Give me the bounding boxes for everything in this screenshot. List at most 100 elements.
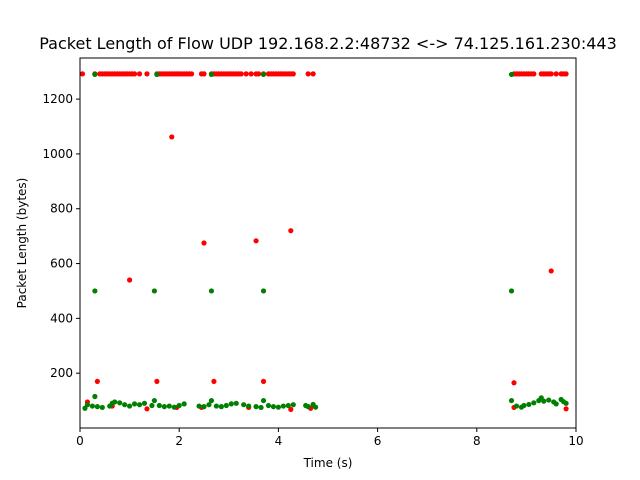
- x-tick-label: 2: [175, 434, 183, 448]
- data-point: [211, 378, 217, 385]
- data-point: [553, 71, 559, 77]
- data-point: [92, 288, 98, 294]
- data-point: [218, 404, 224, 410]
- data-point: [285, 402, 291, 409]
- data-point: [508, 288, 515, 294]
- data-point: [546, 397, 552, 403]
- data-point: [288, 228, 294, 234]
- data-point: [511, 380, 517, 386]
- data-point: [223, 402, 229, 409]
- data-point: [246, 403, 252, 409]
- data-point: [144, 71, 150, 77]
- data-point: [189, 71, 195, 77]
- data-point: [151, 288, 157, 294]
- y-axis-label: Packet Length (bytes): [15, 178, 29, 309]
- data-point: [228, 401, 234, 407]
- data-point: [84, 402, 91, 408]
- data-points: [80, 71, 569, 412]
- data-point: [196, 403, 202, 409]
- data-point: [563, 406, 569, 412]
- data-point: [531, 400, 537, 406]
- data-point: [531, 71, 537, 77]
- data-point: [253, 404, 259, 410]
- data-point: [265, 402, 272, 409]
- data-point: [92, 71, 98, 78]
- data-point: [253, 238, 259, 244]
- data-point: [288, 406, 294, 412]
- data-point: [521, 402, 527, 409]
- data-point: [508, 397, 515, 404]
- data-point: [243, 71, 249, 77]
- data-point: [201, 404, 207, 410]
- data-point: [149, 402, 155, 409]
- data-point: [136, 71, 143, 77]
- data-point: [112, 399, 118, 405]
- data-point: [526, 401, 532, 408]
- data-point: [131, 71, 138, 77]
- y-tick-label: 1000: [42, 147, 73, 161]
- data-point: [208, 397, 215, 404]
- data-point: [313, 404, 319, 410]
- data-point: [92, 393, 98, 400]
- data-point: [563, 71, 569, 77]
- data-point: [275, 404, 281, 410]
- data-point: [238, 71, 244, 77]
- data-point: [99, 404, 105, 411]
- data-point: [131, 401, 138, 407]
- data-point: [553, 401, 559, 407]
- data-point: [154, 71, 160, 78]
- data-point: [169, 134, 175, 140]
- data-point: [563, 400, 569, 406]
- data-point: [122, 402, 128, 408]
- data-point: [151, 397, 157, 404]
- x-axis-label: Time (s): [303, 456, 353, 470]
- chart-title: Packet Length of Flow UDP 192.168.2.2:48…: [39, 34, 617, 53]
- data-point: [260, 397, 267, 404]
- data-point: [161, 404, 167, 410]
- y-tick-label: 1200: [42, 92, 73, 106]
- data-point: [154, 378, 160, 385]
- data-point: [156, 402, 162, 409]
- data-point: [144, 406, 150, 412]
- data-point: [290, 71, 296, 77]
- y-tick-label: 400: [50, 311, 73, 325]
- data-point: [94, 404, 100, 410]
- data-point: [166, 403, 172, 409]
- data-point: [260, 288, 267, 294]
- data-point: [213, 403, 219, 409]
- data-point: [280, 403, 286, 409]
- data-point: [260, 378, 267, 385]
- data-point: [201, 71, 207, 77]
- y-tick-label: 800: [50, 202, 73, 216]
- data-point: [260, 71, 267, 78]
- data-point: [305, 404, 311, 410]
- data-point: [176, 402, 182, 409]
- data-point: [310, 71, 316, 77]
- data-point: [241, 402, 247, 408]
- data-point: [233, 400, 239, 406]
- data-point: [127, 403, 133, 409]
- data-point: [94, 378, 100, 385]
- plot-area: [80, 71, 569, 412]
- data-point: [270, 404, 277, 410]
- data-point: [127, 277, 133, 283]
- data-point: [508, 71, 515, 78]
- data-point: [208, 71, 215, 78]
- data-point: [290, 402, 296, 408]
- data-point: [548, 268, 554, 274]
- data-point: [80, 71, 86, 77]
- data-point: [136, 402, 143, 408]
- data-point: [201, 240, 207, 246]
- data-point: [117, 400, 123, 406]
- y-tick-label: 600: [50, 257, 73, 271]
- x-tick-label: 4: [275, 434, 283, 448]
- data-point: [255, 71, 262, 77]
- x-tick-label: 10: [568, 434, 583, 448]
- data-point: [206, 402, 212, 408]
- data-point: [513, 403, 520, 409]
- data-point: [548, 71, 554, 77]
- data-point: [258, 404, 264, 411]
- x-tick-label: 6: [374, 434, 382, 448]
- data-point: [141, 400, 148, 406]
